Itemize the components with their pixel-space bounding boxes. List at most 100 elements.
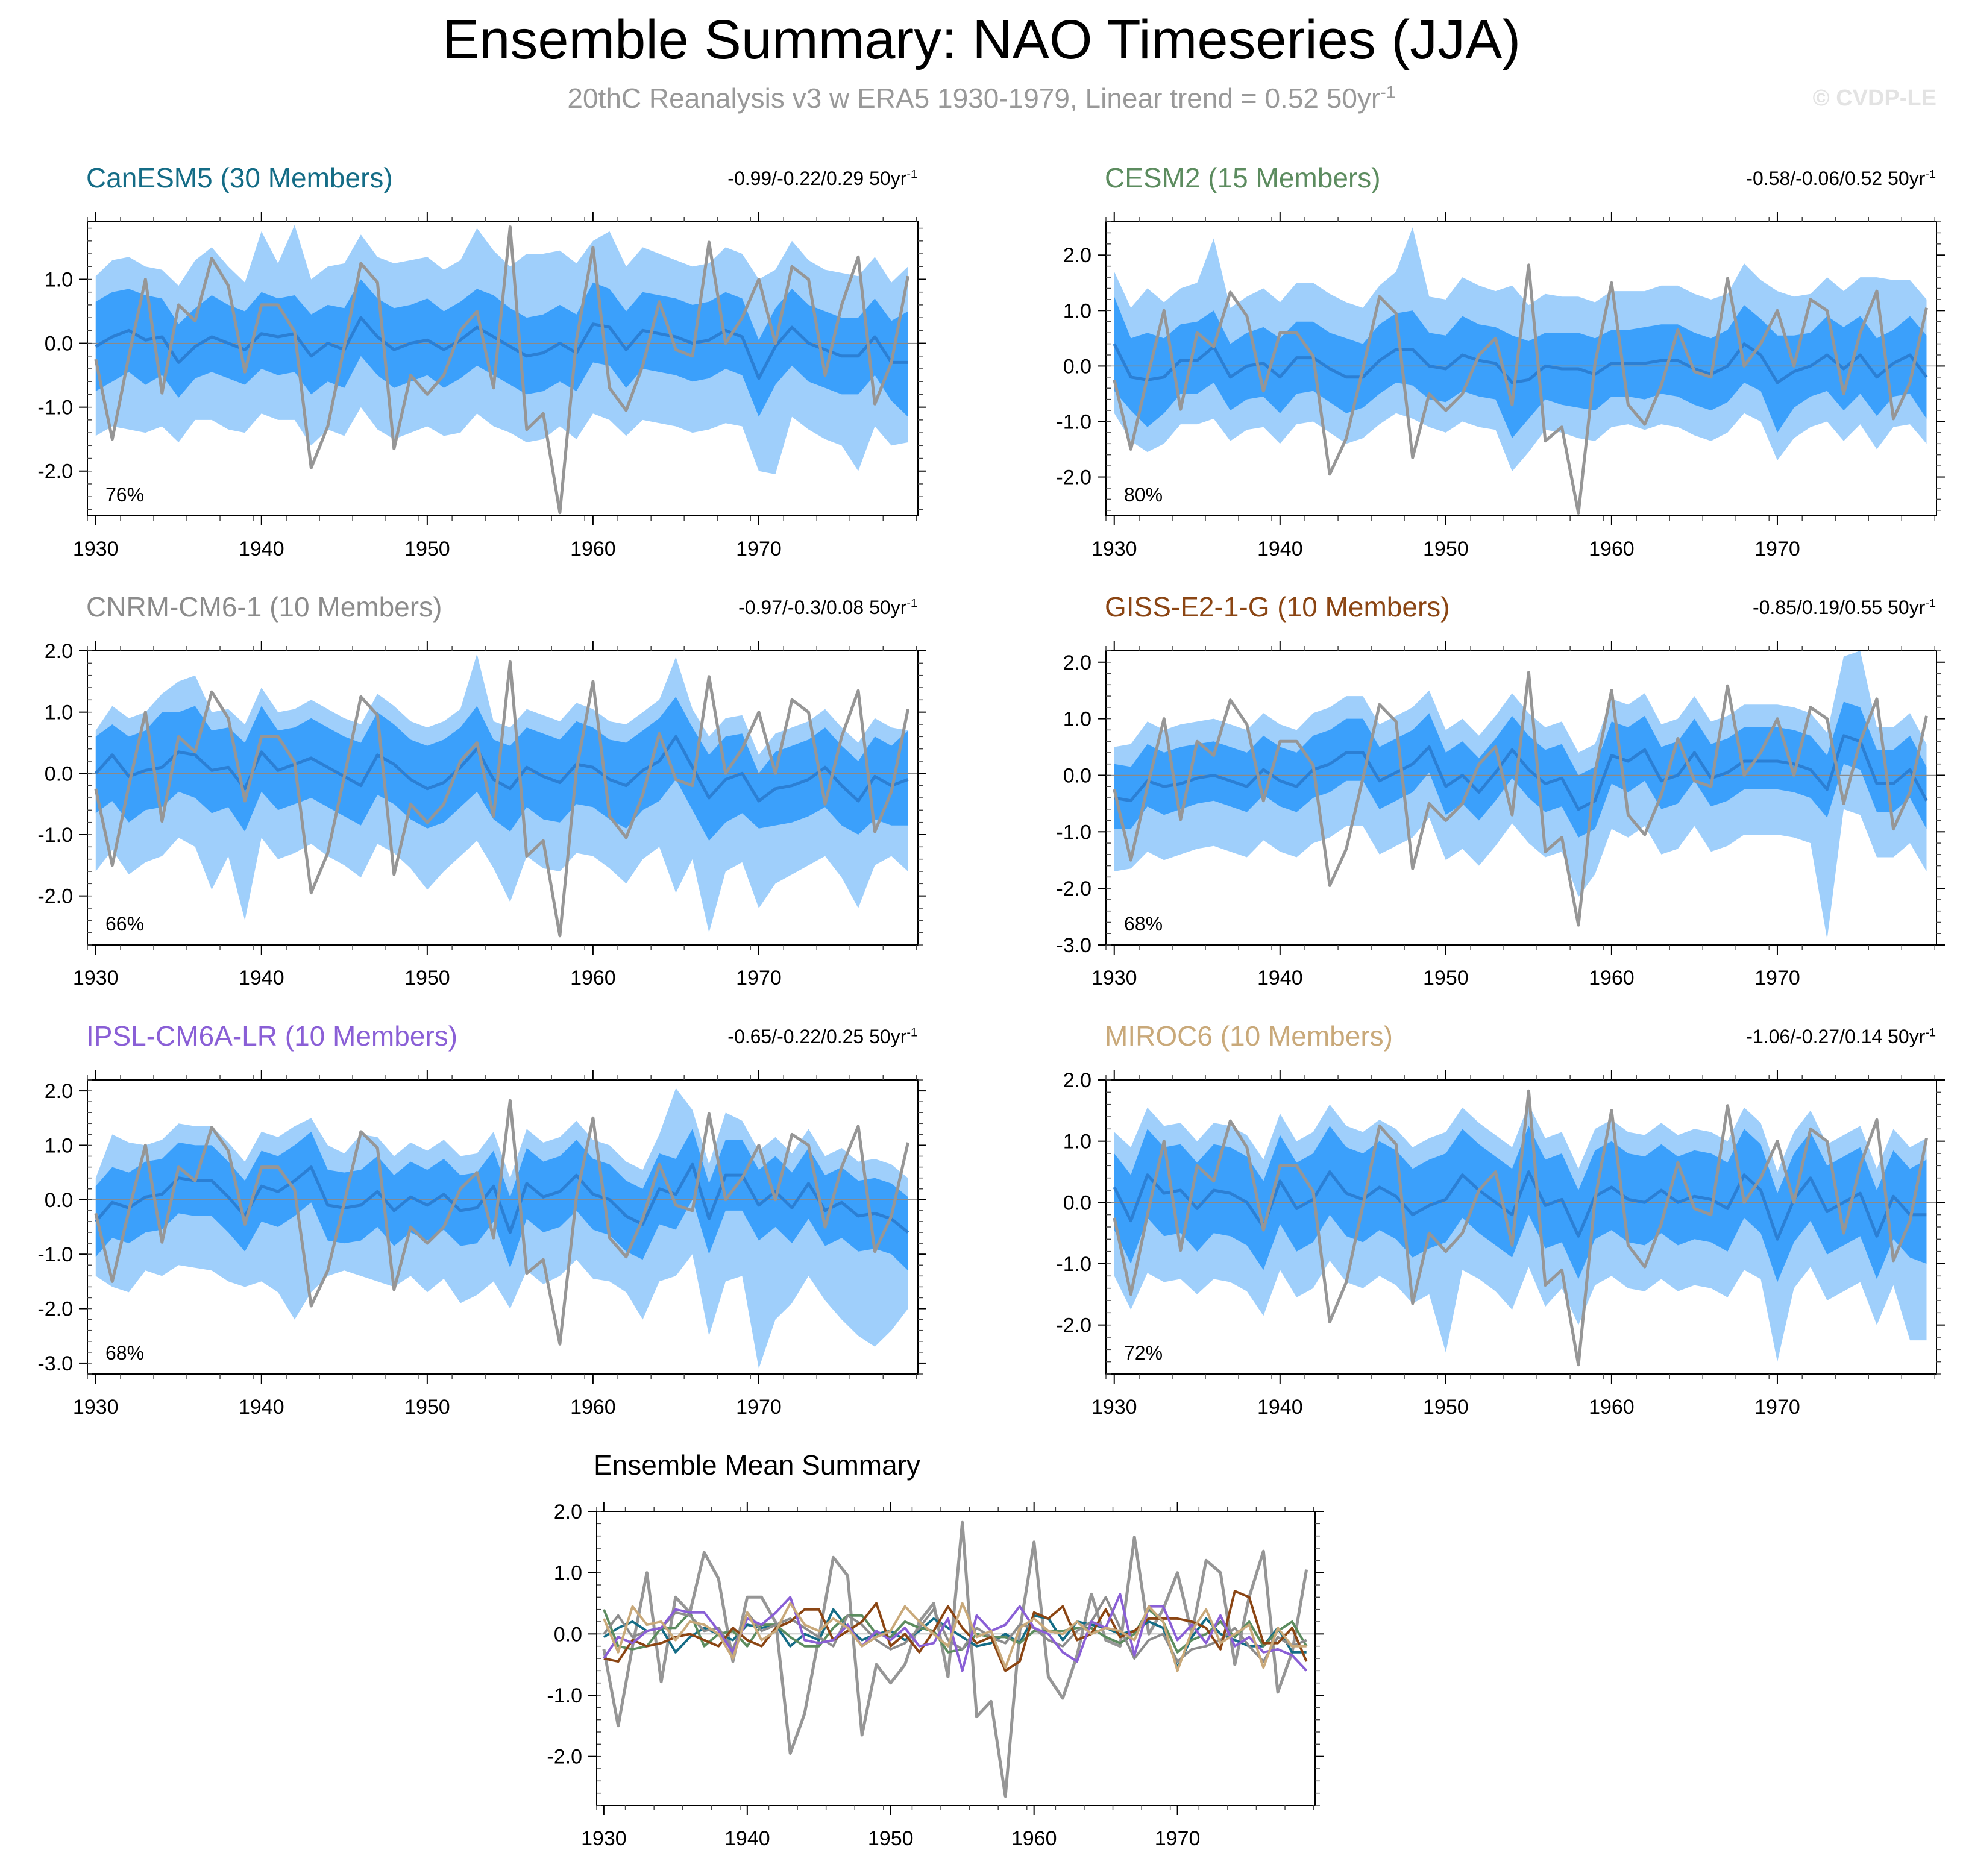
y-tick-label: 1.0	[45, 1134, 73, 1157]
ensemble-mean-line	[1113, 342, 1928, 384]
observations-line	[1113, 263, 1928, 515]
ensemble-mean-line	[95, 316, 908, 380]
percent-label: 72%	[1124, 1342, 1163, 1364]
page-subtitle: 20thC Reanalysis v3 w ERA5 1930-1979, Li…	[0, 82, 1963, 115]
trend-text: -0.99/-0.22/0.29 50yr	[727, 168, 907, 189]
plot-frame	[87, 1079, 919, 1375]
observations-line	[94, 225, 909, 515]
model-name: CanESM5	[86, 162, 213, 193]
trend-label: -0.58/-0.06/0.52 50yr-1	[1746, 168, 1936, 190]
summary-title: Ensemble Mean Summary	[594, 1449, 920, 1481]
y-tick-label: 2.0	[1063, 651, 1091, 674]
p10-p90-band	[95, 279, 908, 417]
observations-line	[1113, 671, 1928, 927]
x-tick-label: 1940	[239, 538, 284, 560]
x-tick-label: 1930	[1091, 1396, 1137, 1419]
ensemble-mean-line	[1113, 1170, 1927, 1241]
y-tick-label: 0.0	[1063, 764, 1091, 787]
y-tick-label: -1.0	[1056, 410, 1091, 433]
timeseries-plot: 1.0 0.0 -1.0 -2.0 1930 1940 1950 1960 1970 76%	[37, 212, 926, 560]
model-name: IPSL-CM6A-LR	[86, 1020, 277, 1052]
x-tick-label: 1940	[1257, 967, 1303, 990]
panel-title: CNRM-CM6-1 (10 Members)	[86, 591, 442, 623]
panel-ensemble-mean-summary: 2.0 1.0 0.0 -1.0 -2.0 1930 1940 1950 1960 1970 En…	[494, 1440, 1471, 1874]
x-tick-label: 1970	[1155, 1827, 1201, 1850]
trend-text: -0.85/0.19/0.55 50yr	[1752, 597, 1926, 618]
subtitle-superscript: -1	[1380, 83, 1396, 102]
x-tick-label: 1960	[1011, 1827, 1057, 1850]
member-count: (10 Members)	[269, 591, 442, 623]
y-tick-label: -1.0	[37, 1243, 73, 1266]
y-tick-label: -1.0	[1056, 821, 1091, 844]
model-name: CNRM-CM6-1	[86, 591, 262, 623]
trend-label: -0.65/-0.22/0.25 50yr-1	[727, 1026, 917, 1048]
member-count: (10 Members)	[1277, 591, 1450, 623]
x-tick-label: 1950	[1423, 967, 1469, 990]
plot-frame	[1105, 221, 1937, 516]
y-tick-label: -2.0	[37, 460, 73, 483]
x-minor-ticks	[87, 646, 917, 950]
x-tick-label: 1960	[1589, 1396, 1635, 1419]
trend-label: -0.97/-0.3/0.08 50yr-1	[738, 597, 917, 619]
min-max-band	[1114, 651, 1927, 940]
y-tick-label: 2.0	[45, 1080, 73, 1103]
y-tick-label: 0.0	[45, 1189, 73, 1212]
observations-line	[602, 1520, 1308, 1798]
y-tick-label: -2.0	[1056, 1314, 1091, 1337]
y-tick-label: 2.0	[1063, 1069, 1091, 1092]
y-tick-label: -2.0	[1056, 466, 1091, 489]
panel-canesm5: 1.0 0.0 -1.0 -2.0 1930 1940 1950 1960 1970 76% Ca…	[0, 157, 976, 573]
x-tick-label: 1940	[1257, 1396, 1303, 1419]
y-minor-ticks	[597, 1511, 1320, 1806]
x-tick-label: 1970	[1754, 538, 1800, 560]
x-tick-label: 1970	[1754, 1396, 1800, 1419]
y-tick-label: -2.0	[1056, 877, 1091, 900]
model-mean-line	[603, 1590, 1308, 1672]
percent-label: 76%	[105, 484, 144, 506]
x-tick-label: 1950	[404, 538, 450, 560]
y-tick-label: -1.0	[547, 1684, 582, 1707]
x-tick-label: 1930	[1091, 538, 1137, 560]
x-minor-ticks	[87, 217, 917, 521]
x-tick-label: 1970	[736, 538, 782, 560]
x-tick-label: 1940	[239, 967, 284, 990]
trend-superscript: -1	[906, 168, 917, 181]
x-minor-ticks	[596, 1507, 1314, 1810]
percent-label: 80%	[1124, 484, 1163, 506]
percent-label: 68%	[1124, 913, 1163, 935]
percent-label: 68%	[105, 1342, 144, 1364]
trend-text: -0.65/-0.22/0.25 50yr	[727, 1026, 907, 1047]
x-minor-ticks	[1105, 646, 1935, 950]
x-tick-label: 1930	[581, 1827, 627, 1850]
ensemble-mean-summary-plot: 2.0 1.0 0.0 -1.0 -2.0 1930 1940 1950 1960 1970	[547, 1501, 1324, 1850]
y-tick-label: -2.0	[37, 1298, 73, 1321]
x-tick-label: 1930	[73, 1396, 119, 1419]
y-tick-label: -2.0	[37, 885, 73, 908]
panel-giss-e2-1-g: 2.0 1.0 0.0 -1.0 -2.0 -3.0 1930 1940 1950 1960 197…	[1019, 586, 1963, 1002]
copyright-label: © CVDP-LE	[1812, 86, 1936, 111]
x-minor-ticks	[87, 1075, 917, 1379]
panel-title: IPSL-CM6A-LR (10 Members)	[86, 1020, 457, 1052]
model-name: CESM2	[1105, 162, 1201, 193]
y-tick-label: 2.0	[1063, 244, 1091, 267]
member-count: (10 Members)	[1220, 1020, 1393, 1052]
timeseries-plot: 2.0 1.0 0.0 -1.0 -2.0 1930 1940 1950 1960 1970 72%	[1056, 1069, 1945, 1419]
y-tick-label: 0.0	[554, 1623, 582, 1646]
trend-text: -1.06/-0.27/0.14 50yr	[1746, 1026, 1926, 1047]
y-tick-label: 0.0	[1063, 1191, 1091, 1214]
trend-text: -0.58/-0.06/0.52 50yr	[1746, 168, 1926, 189]
trend-label: -0.85/0.19/0.55 50yr-1	[1753, 597, 1936, 619]
x-tick-label: 1940	[1257, 538, 1303, 560]
y-tick-label: -1.0	[37, 824, 73, 847]
member-count: (10 Members)	[284, 1020, 458, 1052]
y-tick-label: -1.0	[1056, 1253, 1091, 1276]
x-tick-label: 1960	[570, 538, 616, 560]
y-tick-label: -3.0	[1056, 934, 1091, 957]
y-tick-label: 1.0	[1063, 708, 1091, 731]
y-tick-label: 1.0	[45, 268, 73, 291]
x-tick-label: 1940	[239, 1396, 284, 1419]
x-tick-label: 1950	[868, 1827, 914, 1850]
y-minor-ticks	[1106, 1079, 1941, 1375]
